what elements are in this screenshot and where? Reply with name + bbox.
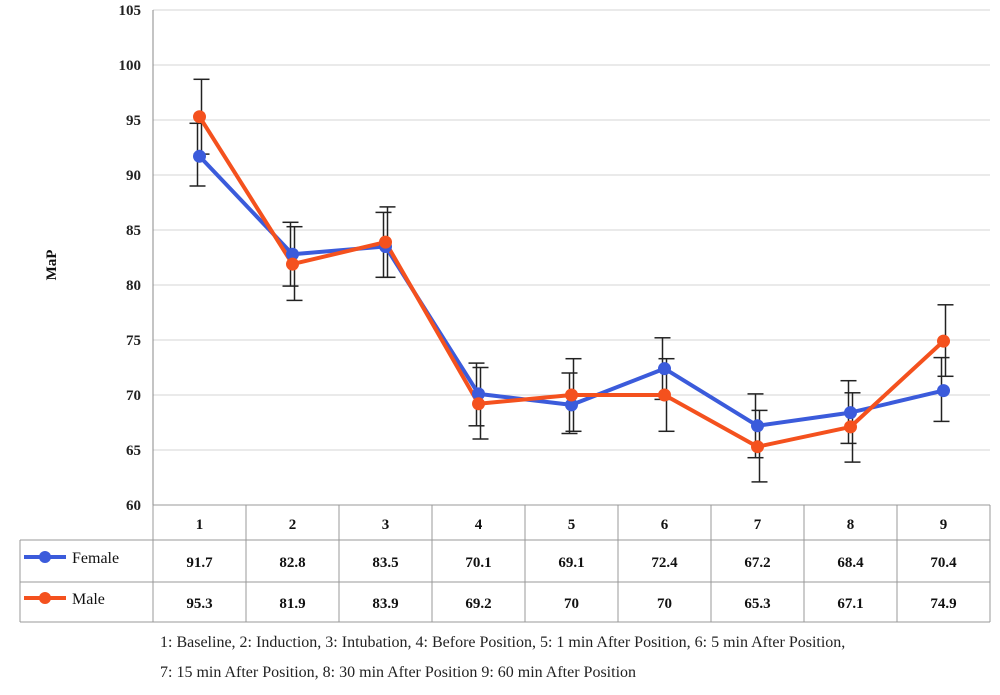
y-tick-label: 75 — [126, 333, 141, 349]
data-point — [844, 420, 857, 434]
legend-swatch-marker — [39, 551, 51, 563]
table-cell: 95.3 — [186, 596, 212, 612]
x-tick-label: 8 — [847, 517, 855, 533]
table-cell: 74.9 — [930, 596, 956, 612]
table-cell: 67.2 — [744, 555, 770, 571]
data-point — [565, 398, 578, 412]
data-point — [193, 110, 206, 124]
data-point — [937, 334, 950, 348]
table-cell: 70 — [657, 596, 672, 612]
series-plot — [189, 78, 954, 483]
data-point — [193, 149, 206, 163]
table-cell: 82.8 — [279, 555, 305, 571]
table-cell: 69.2 — [465, 596, 491, 612]
x-tick-label: 4 — [475, 517, 483, 533]
x-tick-label: 9 — [940, 517, 948, 533]
data-table: 1 2 3 4 5 6 7 8 9 Female 91.7 82.8 83.5 70.1 69.1 72.4 6… — [19, 504, 991, 623]
y-tick-label: 95 — [126, 113, 141, 129]
y-tick-label: 80 — [126, 278, 141, 294]
table-cell: 68.4 — [837, 555, 864, 571]
legend-label: Male — [72, 591, 105, 608]
table-cell: 81.9 — [279, 596, 305, 612]
table-cell: 65.3 — [744, 596, 770, 612]
x-tick-label: 2 — [289, 517, 297, 533]
data-point — [658, 388, 671, 402]
table-cell: 83.5 — [372, 555, 398, 571]
y-tick-label: 100 — [119, 58, 142, 74]
legend-swatch-marker — [39, 592, 51, 604]
data-point — [286, 247, 299, 261]
table-cell: 67.1 — [837, 596, 863, 612]
footnote-line-2: 7: 15 min After Position, 8: 30 min Afte… — [160, 664, 637, 681]
data-point — [751, 440, 764, 454]
table-cell: 70.1 — [465, 555, 491, 571]
y-tick-label: 85 — [126, 223, 141, 239]
y-axis-label: MaP — [44, 250, 60, 281]
y-tick-label: 65 — [126, 443, 141, 459]
y-tick-label: 90 — [126, 168, 141, 184]
table-cell: 70 — [564, 596, 579, 612]
data-point — [565, 388, 578, 402]
data-point — [751, 419, 764, 433]
data-point — [844, 406, 857, 420]
data-point — [937, 384, 950, 398]
x-tick-label: 3 — [382, 517, 390, 533]
data-point — [472, 397, 485, 411]
y-tick-label: 70 — [126, 388, 141, 404]
table-cell: 70.4 — [930, 555, 957, 571]
data-point — [658, 362, 671, 376]
data-point — [472, 387, 485, 401]
series-line — [198, 154, 944, 428]
footnote-line-1: 1: Baseline, 2: Induction, 3: Intubation… — [160, 634, 846, 651]
table-cell: 91.7 — [186, 555, 213, 571]
grid-lines — [153, 9, 990, 451]
data-point — [379, 235, 392, 249]
x-tick-label: 5 — [568, 517, 576, 533]
axes: 60 65 70 75 80 85 90 95 100 105 — [119, 3, 154, 514]
table-cell: 72.4 — [651, 555, 678, 571]
x-tick-label: 1 — [196, 517, 204, 533]
y-tick-label: 105 — [119, 3, 142, 19]
data-point — [286, 257, 299, 271]
table-cell: 83.9 — [372, 596, 398, 612]
y-tick-label: 60 — [126, 498, 141, 514]
table-cell: 69.1 — [558, 555, 584, 571]
x-tick-label: 6 — [661, 517, 669, 533]
legend-label: Female — [72, 550, 119, 567]
x-tick-label: 7 — [754, 517, 762, 533]
